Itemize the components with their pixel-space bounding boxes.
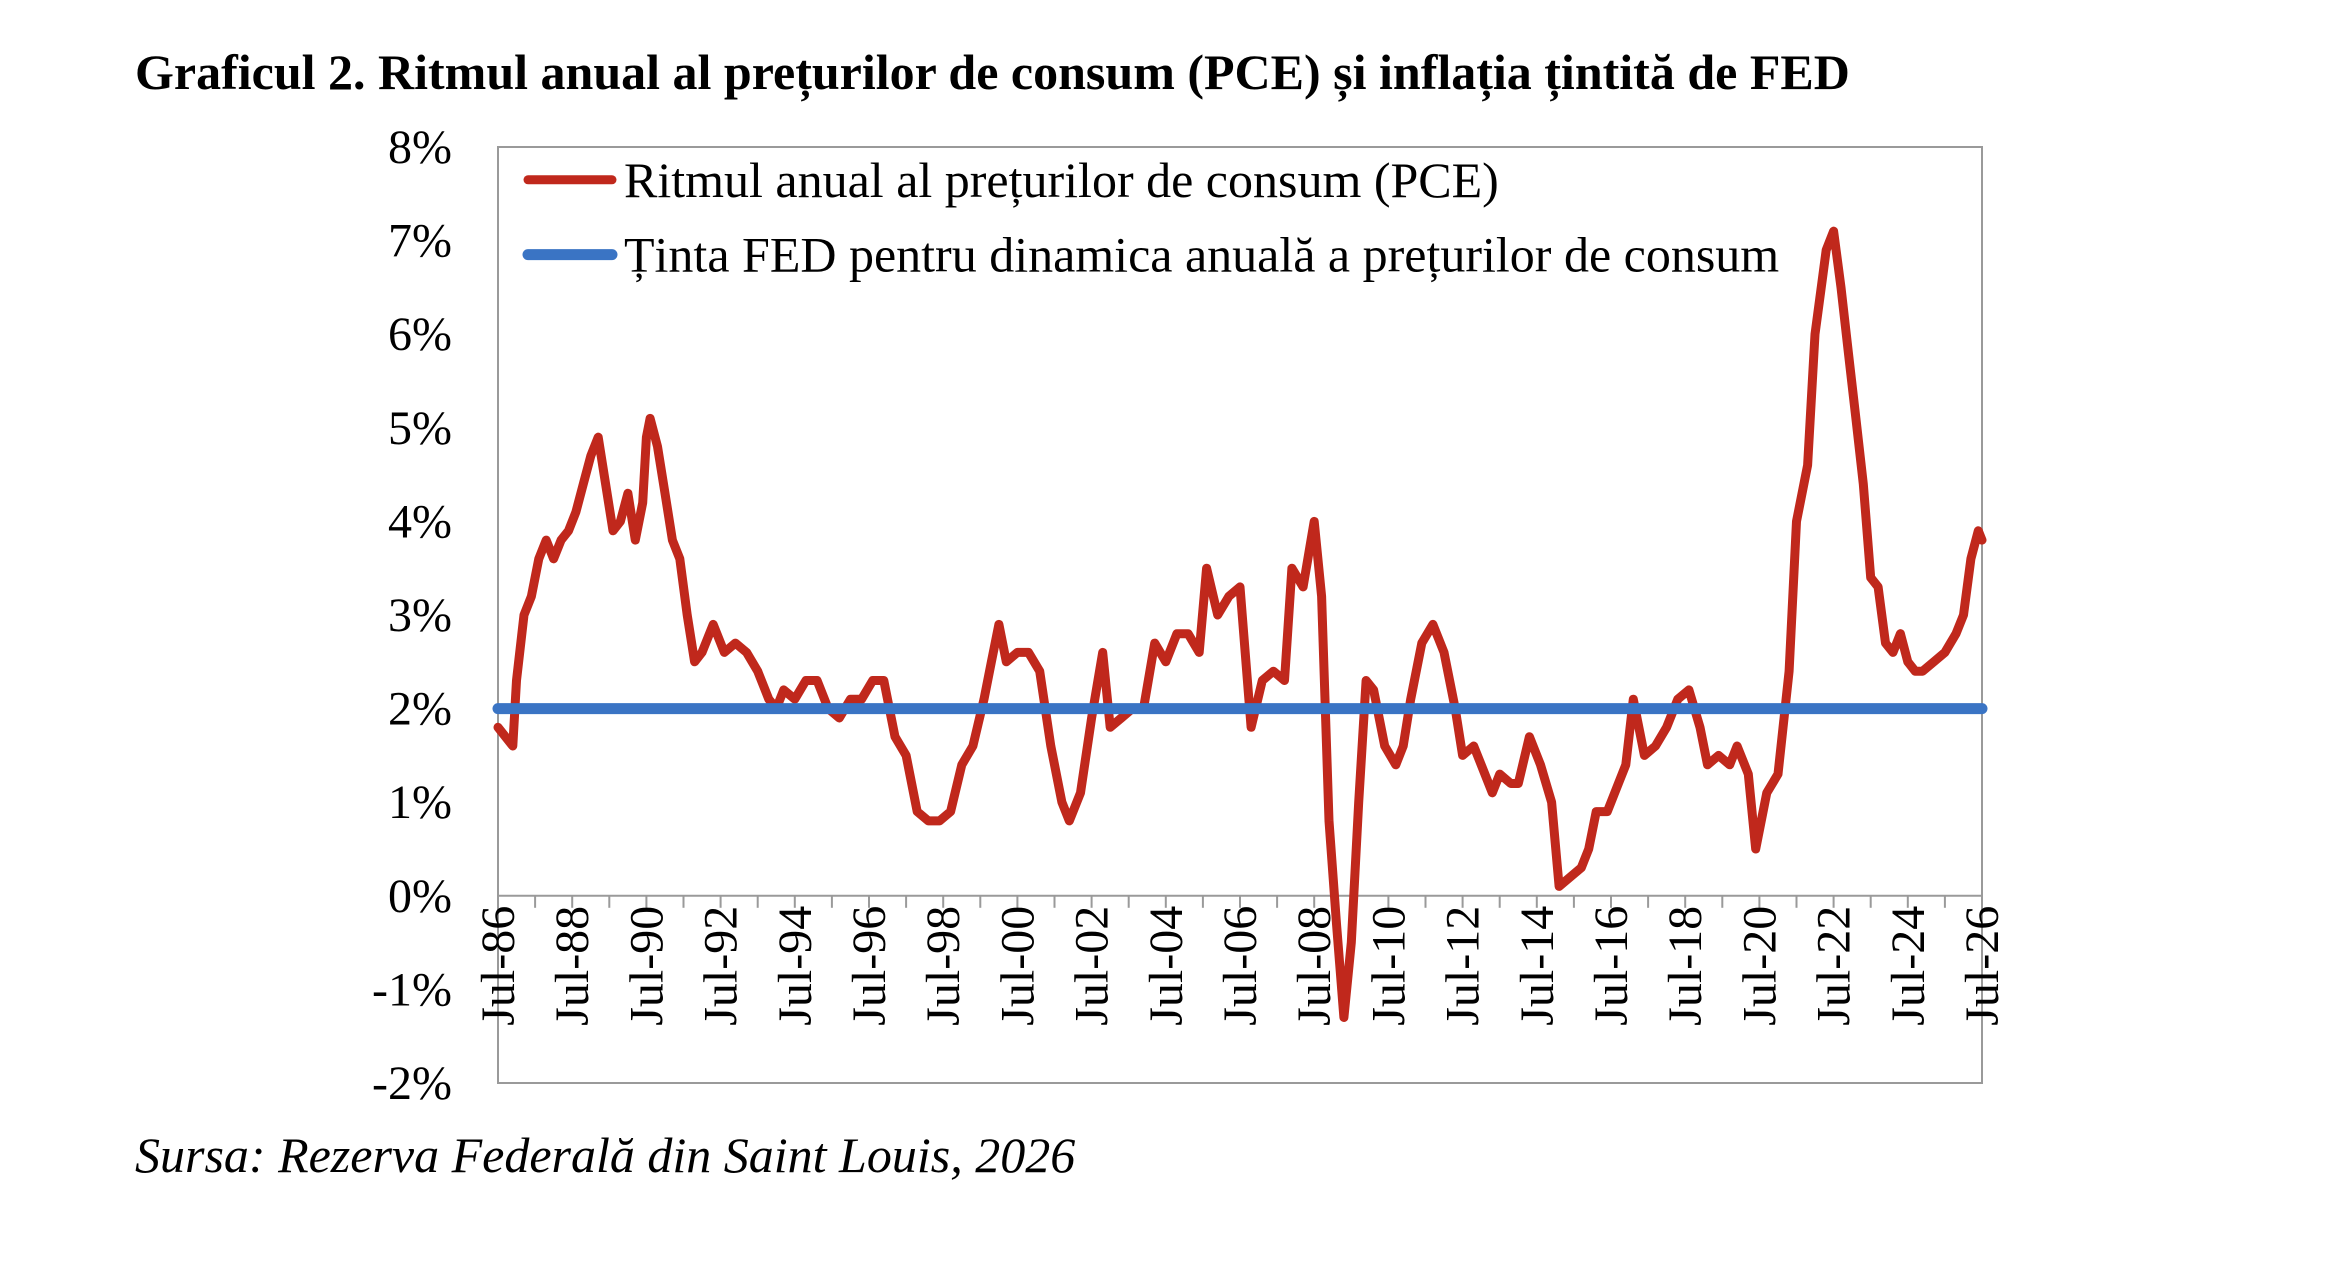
x-tick-label: Jul-96 (843, 906, 896, 1026)
legend-label-pce: Ritmul anual al prețurilor de consum (PC… (624, 152, 1499, 208)
y-tick-label: -2% (372, 1057, 452, 1110)
chart-source: Sursa: Rezerva Federală din Saint Louis,… (135, 1127, 1076, 1183)
x-tick-label: Jul-22 (1808, 906, 1861, 1026)
y-tick-label: -1% (372, 963, 452, 1016)
x-tick-label: Jul-24 (1882, 906, 1935, 1026)
x-tick-label: Jul-20 (1733, 906, 1786, 1026)
x-tick-label: Jul-06 (1214, 906, 1267, 1026)
chart-title: Graficul 2. Ritmul anual al prețurilor d… (135, 44, 1850, 100)
x-tick-label: Jul-16 (1585, 906, 1638, 1026)
x-tick-label: Jul-92 (695, 906, 748, 1026)
legend: Ritmul anual al prețurilor de consum (PC… (522, 152, 1779, 283)
x-tick-label: Jul-00 (991, 906, 1044, 1026)
y-tick-label: 5% (388, 402, 452, 455)
x-axis: Jul-86 Jul-88 Jul-90 Jul-92 Jul-94 Jul-96 Jul-… (472, 894, 2009, 1026)
x-tick-label: Jul-02 (1066, 906, 1119, 1026)
x-tick-label: Jul-88 (546, 906, 599, 1026)
y-tick-label: 1% (388, 776, 452, 829)
x-tick-label: Jul-04 (1140, 906, 1193, 1026)
x-tick-label: Jul-26 (1956, 906, 2009, 1026)
y-axis: -2% -1% 0% 1% 2% 3% 4% 5% 6% 7% 8% (372, 121, 499, 1110)
y-tick-label: 0% (388, 870, 452, 923)
series-layer (492, 226, 1988, 1022)
y-tick-label: 6% (388, 308, 452, 361)
y-tick-label: 3% (388, 589, 452, 642)
x-tick-label: Jul-98 (917, 906, 970, 1026)
y-tick-label: 2% (388, 683, 452, 736)
x-tick-label: Jul-86 (472, 906, 525, 1026)
x-tick-label: Jul-14 (1511, 906, 1564, 1026)
x-tick-label: Jul-12 (1437, 906, 1490, 1026)
legend-label-fed-target: Ținta FED pentru dinamica anuală a prețu… (624, 227, 1779, 283)
x-tick-label: Jul-10 (1362, 906, 1415, 1026)
y-tick-label: 8% (388, 121, 452, 174)
x-tick-label: Jul-18 (1659, 906, 1712, 1026)
y-tick-label: 7% (388, 215, 452, 268)
x-tick-label: Jul-90 (620, 906, 673, 1026)
y-tick-label: 4% (388, 495, 452, 548)
series-line-pce (493, 226, 1987, 1022)
x-tick-label: Jul-94 (769, 906, 822, 1026)
